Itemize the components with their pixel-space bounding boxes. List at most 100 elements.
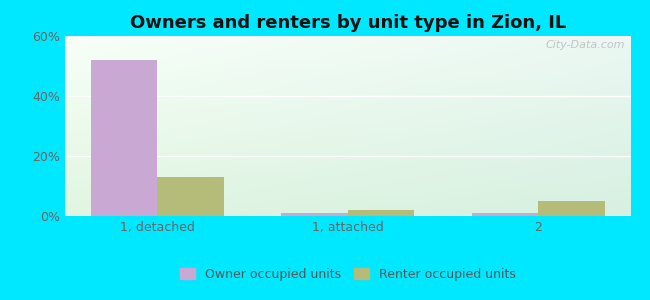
Bar <box>574 128 580 130</box>
Bar <box>189 153 195 155</box>
Bar <box>528 171 534 173</box>
Bar <box>212 65 218 67</box>
Bar <box>111 86 116 88</box>
Bar <box>461 115 467 117</box>
Bar <box>359 211 365 212</box>
Bar <box>138 86 144 88</box>
Bar <box>563 187 568 189</box>
Bar <box>585 106 591 108</box>
Bar <box>337 124 342 126</box>
Bar <box>76 92 82 94</box>
Bar <box>444 86 450 88</box>
Bar <box>291 180 297 182</box>
Bar <box>184 149 189 151</box>
Bar <box>331 90 337 92</box>
Bar <box>178 180 184 182</box>
Bar <box>138 124 144 126</box>
Bar <box>433 196 438 198</box>
Bar <box>280 175 285 176</box>
Bar <box>370 148 376 149</box>
Bar <box>433 92 438 94</box>
Bar <box>602 160 608 162</box>
Bar <box>602 88 608 90</box>
Bar <box>71 214 76 216</box>
Bar <box>224 101 229 103</box>
Bar <box>325 104 331 106</box>
Bar <box>433 49 438 50</box>
Bar <box>551 70 557 72</box>
Bar <box>528 36 534 38</box>
Bar <box>523 153 528 155</box>
Bar <box>410 54 415 56</box>
Bar <box>455 207 461 209</box>
Bar <box>427 88 433 90</box>
Bar <box>461 88 467 90</box>
Bar <box>325 94 331 95</box>
Bar <box>376 203 382 205</box>
Bar <box>111 65 116 67</box>
Bar <box>308 63 314 65</box>
Bar <box>387 45 393 47</box>
Bar <box>602 50 608 52</box>
Bar <box>122 214 127 216</box>
Bar <box>144 149 150 151</box>
Bar <box>252 184 257 185</box>
Bar <box>285 41 291 43</box>
Bar <box>65 67 71 68</box>
Bar <box>195 95 201 97</box>
Bar <box>551 81 557 83</box>
Bar <box>263 45 268 47</box>
Bar <box>461 36 467 38</box>
Bar <box>625 146 630 148</box>
Bar <box>94 117 99 119</box>
Bar <box>285 49 291 50</box>
Bar <box>404 119 410 121</box>
Bar <box>467 135 472 137</box>
Bar <box>359 119 365 121</box>
Bar <box>268 122 274 124</box>
Bar <box>111 40 116 41</box>
Bar <box>224 142 229 144</box>
Bar <box>235 209 240 211</box>
Bar <box>461 45 467 47</box>
Bar <box>597 175 602 176</box>
Bar <box>252 63 257 65</box>
Bar <box>88 135 94 137</box>
Bar <box>551 130 557 131</box>
Bar <box>427 187 433 189</box>
Bar <box>127 160 133 162</box>
Bar <box>308 40 314 41</box>
Bar <box>325 74 331 76</box>
Bar <box>76 113 82 115</box>
Bar <box>274 90 280 92</box>
Bar <box>285 160 291 162</box>
Bar <box>99 194 105 196</box>
Bar <box>252 85 257 86</box>
Bar <box>359 153 365 155</box>
Bar <box>472 77 478 79</box>
Bar <box>337 139 342 140</box>
Bar <box>484 166 489 167</box>
Bar <box>523 45 528 47</box>
Bar <box>280 79 285 81</box>
Bar <box>94 113 99 115</box>
Bar <box>625 85 630 86</box>
Bar <box>105 189 111 191</box>
Bar <box>150 182 155 184</box>
Bar <box>122 112 127 113</box>
Bar <box>133 117 138 119</box>
Bar <box>506 158 512 160</box>
Bar <box>94 52 99 54</box>
Bar <box>88 36 94 38</box>
Bar <box>308 61 314 63</box>
Bar <box>387 63 393 65</box>
Bar <box>240 77 246 79</box>
Bar <box>302 101 308 103</box>
Bar <box>76 176 82 178</box>
Bar <box>144 184 150 185</box>
Bar <box>172 40 178 41</box>
Bar <box>212 203 218 205</box>
Bar <box>489 205 495 207</box>
Bar <box>280 74 285 76</box>
Bar <box>540 153 545 155</box>
